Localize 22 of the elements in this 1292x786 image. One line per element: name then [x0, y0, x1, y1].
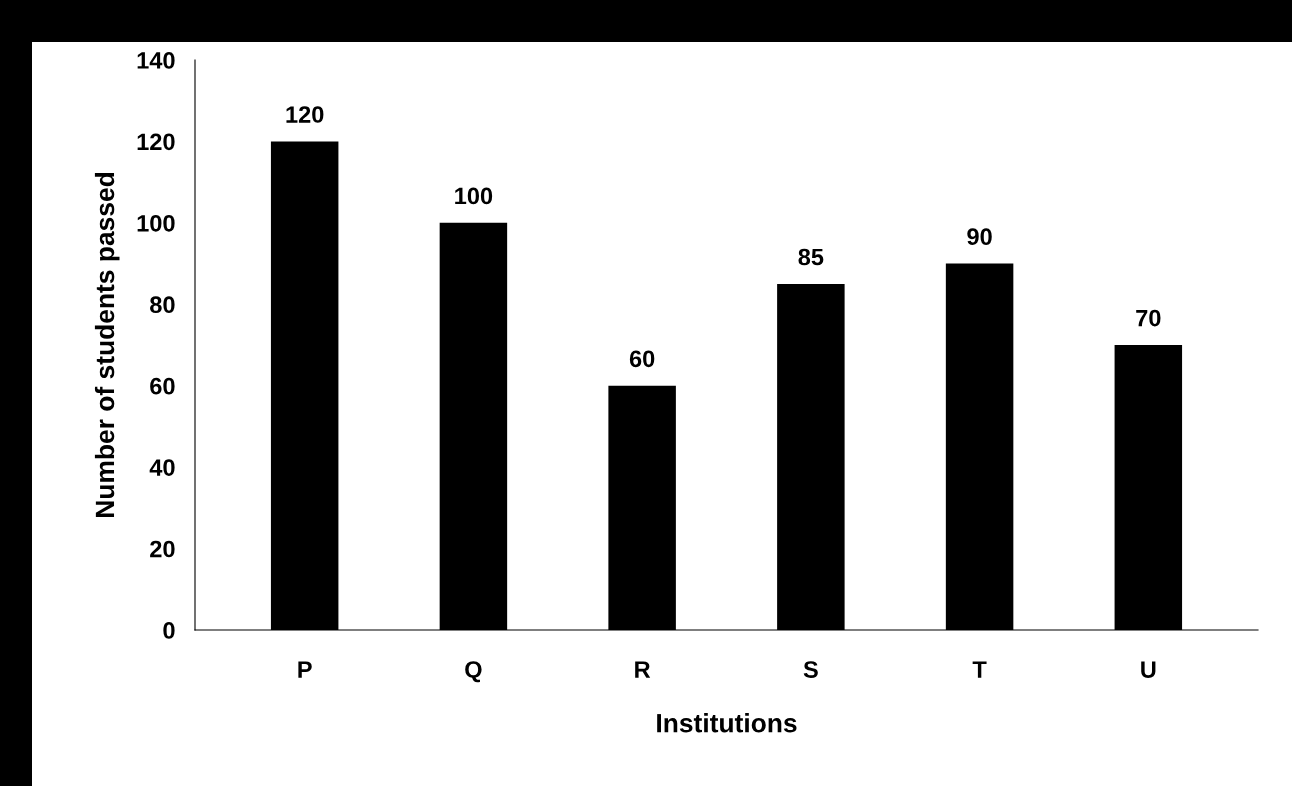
data-label: 120: [286, 106, 324, 123]
data-label: 90: [967, 228, 992, 246]
y-tick-label: 0: [163, 622, 175, 639]
y-tick-label: 40: [149, 459, 175, 476]
data-label: 85: [798, 248, 824, 266]
data-label: 60: [629, 350, 655, 368]
y-tick-label: 140: [137, 52, 175, 69]
y-axis-title: Number of students passed: [94, 172, 120, 517]
x-tick-label: S: [803, 661, 818, 678]
data-label: 70: [1136, 309, 1161, 327]
y-tick-label: 60: [150, 377, 175, 395]
y-tick-label: 100: [137, 214, 175, 232]
data-label: 100: [455, 187, 493, 205]
x-tick-label: R: [635, 661, 651, 678]
x-axis-title: Institutions: [657, 713, 797, 733]
x-tick-label: P: [298, 661, 312, 678]
y-tick-label: 20: [150, 540, 175, 558]
x-tick-label: U: [1141, 661, 1156, 678]
y-tick-label: 120: [137, 133, 175, 151]
x-tick-label: Q: [465, 661, 482, 683]
x-tick-label: T: [972, 661, 987, 678]
y-tick-label: 80: [150, 296, 175, 314]
